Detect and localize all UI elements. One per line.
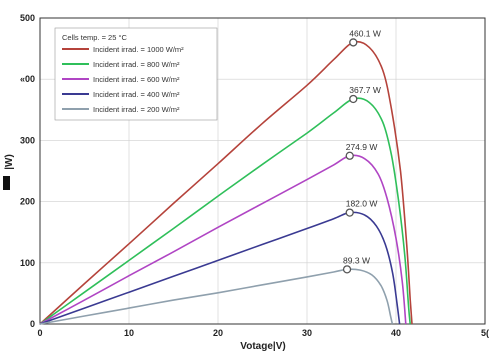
x-tick-label: 40 [391,328,401,338]
y-axis-marker [3,176,10,190]
y-tick-label: 100 [20,258,35,268]
legend-entry: Incident irrad. = 400 W/m² [93,90,180,99]
x-tick-label: 20 [213,328,223,338]
legend-title: Cells temp. = 25 °C [62,33,127,42]
legend-entry: Incident irrad. = 200 W/m² [93,105,180,114]
legend-entry: Incident irrad. = 600 W/m² [93,75,180,84]
peak-label: 367.7 W [349,85,381,95]
series-lines [39,40,413,325]
legend-box [54,27,218,121]
series-line-3 [39,154,407,325]
series-line-4 [39,211,401,325]
peak-label: 274.9 W [346,142,378,152]
series-line-5 [39,268,394,325]
peak-marker [342,265,352,274]
y-tick-label: «00 [20,74,35,84]
peak-label: 460.1 W [349,28,381,38]
series-line-2 [39,97,411,325]
peak-markers: 460.1 W 367.7 W 274.9 W 182.0 W 89.3 W [342,28,381,274]
axis-ticks: 0 10 20 30 40 5( 0 100 200 300 «00 500 [20,13,489,338]
grid [40,18,485,324]
y-tick-label: 300 [20,135,35,145]
peak-label: 89.3 W [343,255,370,265]
plot-area [39,17,486,325]
x-tick-label: 30 [302,328,312,338]
y-tick-label: 200 [20,197,35,207]
peak-marker [349,38,358,47]
legend: Cells temp. = 25 °C Incident irrad. = 10… [54,27,218,121]
y-tick-label: 500 [20,13,35,23]
peak-label: 182.0 W [346,199,378,209]
peak-marker [345,151,354,160]
legend-entry: Incident irrad. = 1000 W/m² [93,45,184,54]
series-line-1 [39,40,413,325]
x-axis-label: Votage|V) [240,341,285,352]
x-tick-label: 10 [124,328,134,338]
y-axis-label: |W) [4,154,15,170]
legend-entry: Incident irrad. = 800 W/m² [93,60,180,69]
peak-marker [345,208,354,217]
x-tick-label: 0 [37,328,42,338]
x-tick-label: 5( [481,328,489,338]
y-axis-label-group: |W) [3,154,15,190]
y-tick-label: 0 [30,319,35,329]
peak-marker [349,94,358,104]
